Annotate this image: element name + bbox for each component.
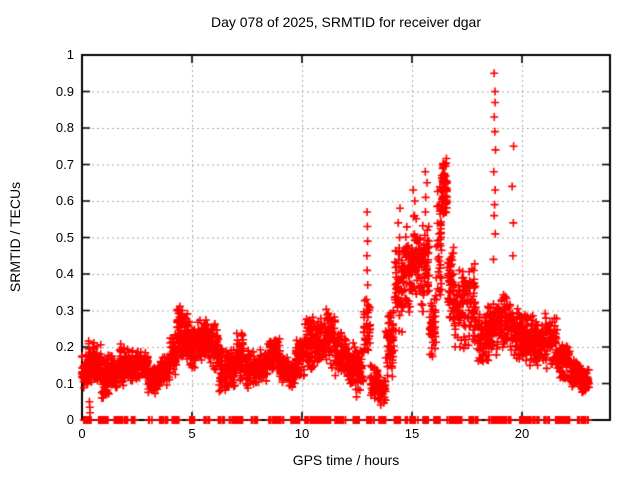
x-tick-label: 20 <box>514 426 530 441</box>
chart-title: Day 078 of 2025, SRMTID for receiver dga… <box>210 14 481 30</box>
y-tick-label: 0.3 <box>55 302 74 318</box>
x-tick-label: 0 <box>78 426 86 441</box>
y-tick-label: 0.6 <box>55 193 74 208</box>
y-tick-label: 1 <box>66 47 74 62</box>
y-tick-label: 0.5 <box>55 229 74 245</box>
y-tick-label: 0 <box>66 412 74 427</box>
y-tick-label: 0.4 <box>55 266 74 281</box>
x-tick-label: 10 <box>294 426 310 441</box>
y-axis-label: SRMTID / TECUs <box>7 181 23 293</box>
y-tick-label: 0.1 <box>55 375 74 391</box>
x-tick-label: 5 <box>188 426 196 441</box>
x-axis-label: GPS time / hours <box>292 452 400 468</box>
y-tick-label: 0.8 <box>55 120 74 135</box>
y-tick-label: 0.9 <box>55 83 74 99</box>
x-tick-label: 15 <box>404 426 420 441</box>
y-tick-label: 0.2 <box>55 339 74 354</box>
y-tick-label: 0.7 <box>55 156 74 172</box>
